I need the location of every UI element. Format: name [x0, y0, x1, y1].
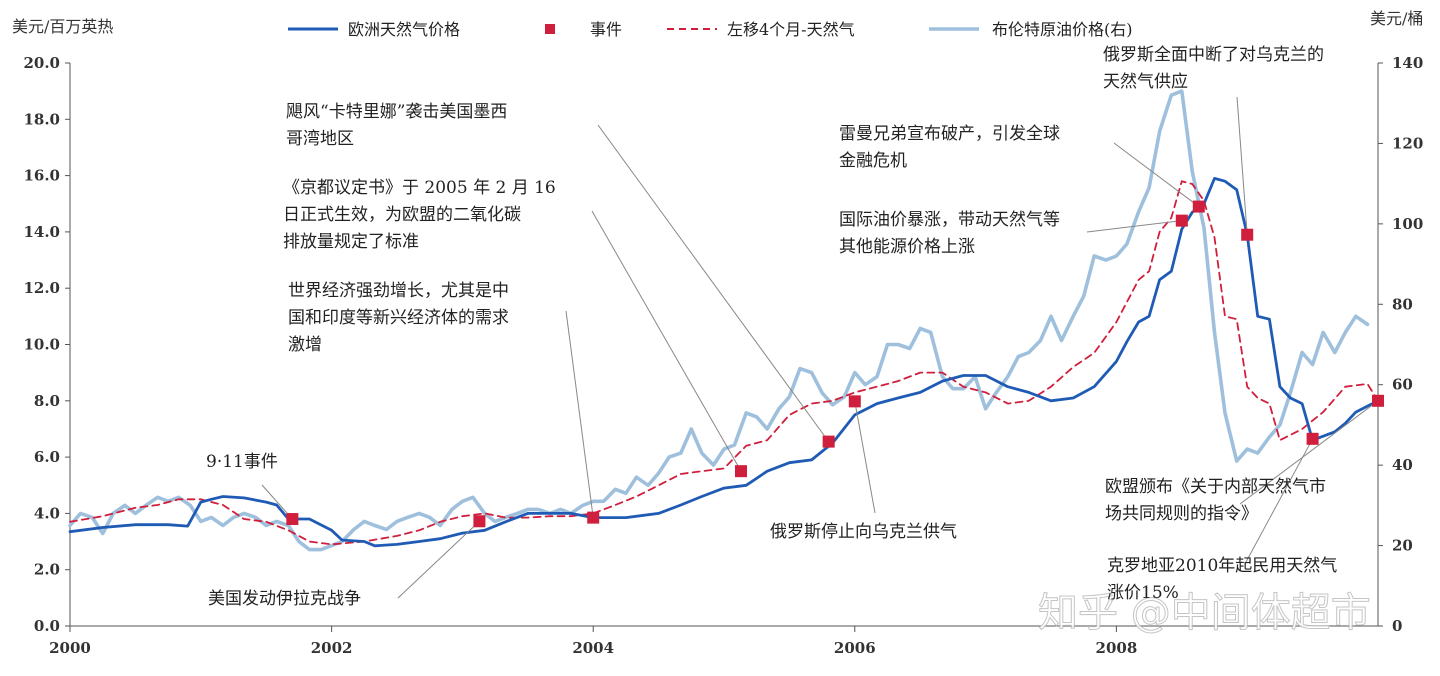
- annotation-text: 欧盟颁布《关于内部天然气市: [1105, 477, 1326, 497]
- legend-label-shifted: 左移4个月-天然气: [727, 20, 855, 39]
- y-right-tick-label: 100: [1392, 215, 1423, 233]
- event-marker: [1192, 200, 1205, 213]
- right-unit-label: 美元/桶: [1370, 9, 1423, 28]
- y-left-tick-label: 20.0: [23, 54, 60, 72]
- y-left-tick-label: 10.0: [23, 336, 60, 354]
- annotation-leader: [1245, 438, 1314, 563]
- annotation-leader: [591, 210, 742, 472]
- annotation-text: 哥湾地区: [286, 129, 354, 149]
- y-left-tick-label: 4.0: [34, 504, 60, 522]
- x-tick-label: 2008: [1096, 639, 1138, 657]
- x-tick-label: 2006: [834, 639, 876, 657]
- annotation-text: 涨价15%: [1107, 583, 1179, 603]
- annotation-leader: [1086, 220, 1182, 233]
- legend-label-brent: 布伦特原油价格(右): [992, 20, 1133, 39]
- y-left-tick-label: 12.0: [23, 279, 60, 297]
- annotation-leader: [1113, 142, 1200, 207]
- series-line-shifted: [69, 180, 1379, 546]
- legend-label-events: 事件: [590, 20, 622, 39]
- annotation-leader: [1239, 400, 1379, 505]
- y-right-tick-label: 60: [1392, 376, 1413, 394]
- x-tick-label: 2000: [49, 639, 91, 657]
- series-line-gas: [68, 177, 1380, 548]
- event-marker: [1306, 432, 1319, 445]
- y-right-tick-label: 40: [1392, 456, 1413, 474]
- event-marker: [587, 511, 600, 524]
- y-left-tick-label: 16.0: [23, 167, 60, 185]
- y-right-tick-label: 120: [1392, 134, 1423, 152]
- annotation-text: 克罗地亚2010年起民用天然气: [1107, 556, 1337, 576]
- annotation-text: 俄罗斯全面中断了对乌克兰的: [1103, 45, 1324, 65]
- annotation-text: 激增: [288, 335, 322, 355]
- annotation-leader: [854, 401, 876, 514]
- annotation-leader: [397, 520, 480, 599]
- event-marker: [1241, 228, 1254, 241]
- x-tick-label: 2002: [311, 639, 353, 657]
- event-marker: [286, 513, 299, 526]
- event-marker: [848, 395, 861, 408]
- annotation-text: 美国发动伊拉克战争: [208, 589, 361, 609]
- watermark: 知乎 @中间体超市: [1038, 590, 1371, 636]
- annotation-leader: [597, 124, 830, 442]
- y-right-tick-label: 0: [1392, 617, 1402, 635]
- annotation-text: 俄罗斯停止向乌克兰供气: [770, 522, 957, 542]
- legend-swatch-events: [545, 24, 555, 34]
- annotation-text: 金融危机: [839, 151, 907, 171]
- legend-label-gas: 欧洲天然气价格: [348, 20, 460, 39]
- annotation-text: 其他能源价格上涨: [839, 237, 975, 257]
- event-marker: [822, 435, 835, 448]
- y-right-tick-label: 20: [1392, 537, 1413, 555]
- annotation-leader: [1236, 96, 1248, 235]
- event-marker: [473, 515, 486, 528]
- y-left-tick-label: 8.0: [34, 392, 60, 410]
- event-marker: [735, 465, 748, 478]
- y-left-tick-label: 2.0: [34, 561, 60, 579]
- y-left-tick-label: 0.0: [34, 617, 60, 635]
- annotation-text: 国和印度等新兴经济体的需求: [288, 308, 509, 328]
- annotation-text: 场共同规则的指令》: [1105, 504, 1258, 524]
- annotation-text: 天然气供应: [1103, 72, 1188, 92]
- x-tick-label: 2004: [572, 639, 614, 657]
- annotation-text: 《京都议定书》于 2005 年 2 月 16: [283, 178, 556, 198]
- annotation-leader: [565, 310, 594, 518]
- y-left-tick-label: 14.0: [23, 223, 60, 241]
- y-left-tick-label: 18.0: [23, 110, 60, 128]
- y-right-tick-label: 80: [1392, 295, 1413, 313]
- annotation-text: 排放量规定了标准: [283, 232, 419, 252]
- annotation-text: 雷曼兄弟宣布破产，引发全球: [839, 124, 1060, 144]
- event-marker: [1175, 214, 1188, 227]
- annotation-text: 日正式生效，为欧盟的二氧化碳: [283, 205, 521, 225]
- annotation-text: 世界经济强劲增长，尤其是中: [288, 281, 509, 301]
- event-marker: [1372, 394, 1384, 407]
- y-right-tick-label: 140: [1392, 54, 1423, 72]
- annotation-text: 飓风“卡特里娜”袭击美国墨西: [286, 102, 507, 122]
- annotation-text: 国际油价暴涨，带动天然气等: [839, 210, 1060, 230]
- left-unit-label: 美元/百万英热: [12, 17, 113, 36]
- y-left-tick-label: 6.0: [34, 448, 60, 466]
- annotation-text: 9·11事件: [206, 452, 278, 472]
